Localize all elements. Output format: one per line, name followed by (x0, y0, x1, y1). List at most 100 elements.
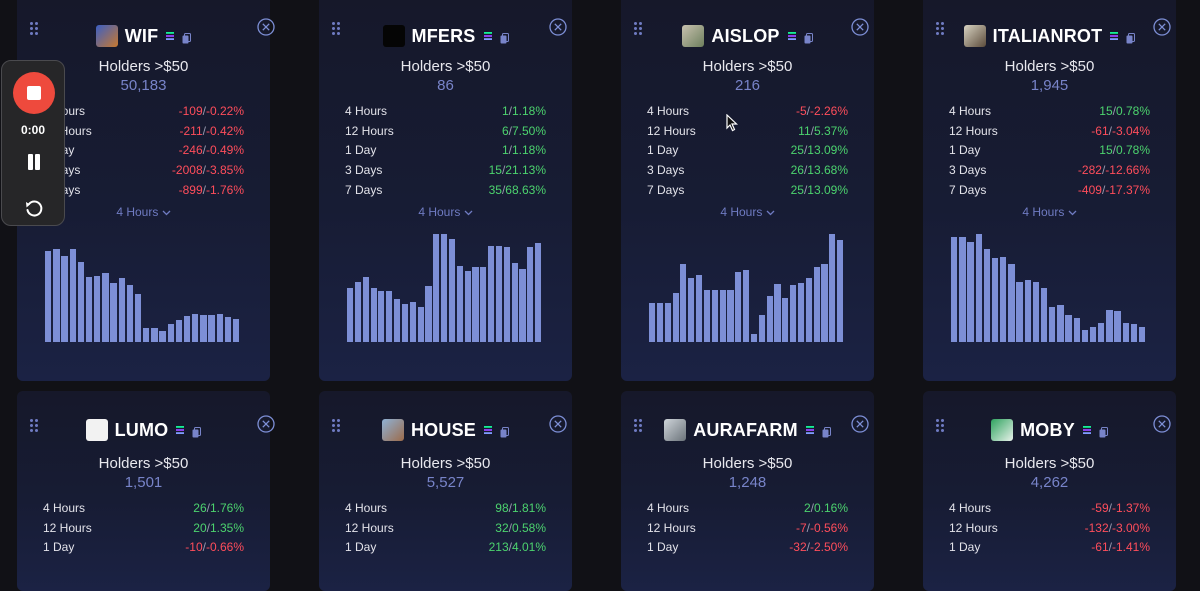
close-card-icon[interactable] (1153, 415, 1171, 433)
close-card-icon[interactable] (549, 415, 567, 433)
copy-address-icon[interactable] (500, 425, 509, 437)
stat-percent: -1.37% (1111, 501, 1150, 515)
chart-bar (208, 315, 215, 342)
stat-period-label: 1 Day (647, 143, 679, 158)
stat-change-value: 26/1.76% (193, 501, 244, 515)
close-card-icon[interactable] (851, 18, 869, 36)
drag-handle-icon[interactable] (332, 419, 342, 433)
stat-row: 4 Hours 2/0.16% (647, 501, 848, 517)
period-dropdown[interactable]: 4 Hours (923, 205, 1176, 219)
card-header: ITALIANROT (923, 25, 1176, 47)
stat-delta: -132 (1084, 520, 1109, 535)
stat-delta: -61 (1091, 123, 1109, 138)
chart-bar (448, 239, 456, 342)
close-card-icon[interactable] (851, 415, 869, 433)
period-selected-label: 4 Hours (1022, 205, 1065, 219)
chart-bar (519, 268, 526, 342)
stat-period-label: 4 Hours (949, 501, 992, 515)
copy-address-icon[interactable] (1099, 425, 1108, 437)
chart-bar (183, 316, 191, 342)
stat-period-label: 12 Hours (43, 520, 92, 535)
copy-address-icon[interactable] (500, 31, 509, 43)
period-dropdown[interactable]: 4 Hours (319, 205, 572, 219)
stat-separator: / (508, 123, 512, 138)
stat-percent: 13.09% (807, 143, 848, 158)
stat-separator: / (1112, 143, 1116, 158)
drag-handle-icon[interactable] (30, 22, 40, 36)
stat-row: 1 Day 25/13.09% (647, 143, 848, 159)
stat-row: 3 Days 26/13.68% (647, 163, 848, 179)
stat-period-label: 12 Hours (949, 520, 998, 535)
chevron-down-icon (460, 205, 473, 219)
stat-percent: 1.18% (511, 143, 546, 158)
card-header: WIF (17, 25, 270, 47)
chart-bar (143, 327, 150, 342)
drag-handle-icon[interactable] (332, 22, 342, 36)
drag-handle-icon[interactable] (634, 419, 644, 433)
chart-bar (1065, 315, 1072, 342)
stop-recording-button[interactable] (13, 72, 55, 114)
stat-change-value: 26/13.68% (791, 163, 848, 177)
stat-delta: -5 (795, 104, 807, 118)
restart-icon[interactable] (24, 199, 44, 219)
close-card-icon[interactable] (257, 415, 275, 433)
stat-percent: 68.63% (505, 182, 546, 197)
stat-separator: / (1108, 520, 1112, 535)
stat-change-value: 2/0.16% (804, 501, 848, 515)
pause-icon[interactable] (25, 153, 43, 171)
holders-bar-chart (649, 232, 845, 342)
stat-percent: -0.49% (205, 143, 244, 158)
token-card-mfers: MFERS Holders >$50 86 4 Hours 1/1.18% 12 Hour… (319, 0, 572, 381)
drag-handle-icon[interactable] (936, 22, 946, 36)
stat-percent: -1.76% (205, 182, 244, 197)
copy-address-icon[interactable] (1126, 31, 1136, 43)
token-name: AURAFARM (693, 419, 798, 440)
stat-percent: -0.66% (205, 540, 244, 555)
close-card-icon[interactable] (549, 18, 567, 36)
stat-row: 4 Hours 15/0.78% (949, 104, 1150, 120)
stat-delta: -246 (178, 143, 203, 158)
token-avatar-icon (95, 25, 118, 47)
chart-bar (362, 277, 369, 342)
close-card-icon[interactable] (257, 18, 275, 36)
card-header: HOUSE (319, 419, 572, 441)
chart-bar (1130, 323, 1138, 342)
close-card-icon[interactable] (1153, 18, 1171, 36)
drag-handle-icon[interactable] (936, 419, 946, 433)
holders-count: 50,183 (120, 77, 167, 94)
stat-percent: -17.37% (1105, 182, 1150, 197)
stat-delta: -59 (1091, 501, 1109, 515)
holders-count: 1,945 (1030, 77, 1069, 94)
drag-handle-icon[interactable] (634, 22, 644, 36)
chart-bar (495, 245, 503, 342)
stat-change-value: -899/-1.76% (179, 183, 244, 197)
drag-handle-icon[interactable] (30, 419, 40, 433)
period-dropdown[interactable]: 4 Hours (621, 205, 874, 219)
stat-period-label: 3 Days (647, 163, 685, 178)
chevron-down-icon (1064, 205, 1077, 219)
copy-address-icon[interactable] (192, 425, 202, 437)
chart-bar (1106, 309, 1113, 342)
stat-row: 1 Day 213/4.01% (345, 540, 546, 556)
stat-row: 3 Days -282/-12.66% (949, 163, 1150, 179)
stat-row: 4 Hours -59/-1.37% (949, 501, 1150, 517)
chart-bar (488, 245, 495, 342)
chart-bar (425, 285, 432, 342)
period-dropdown[interactable]: 4 Hours (17, 205, 270, 219)
chart-bar (480, 267, 487, 342)
copy-address-icon[interactable] (804, 31, 813, 43)
copy-address-icon[interactable] (822, 425, 831, 437)
chart-bar (967, 241, 974, 342)
copy-address-icon[interactable] (182, 31, 192, 43)
stat-period-label: 1 Day (647, 540, 679, 555)
chart-bar (1138, 326, 1146, 342)
chart-bar (441, 234, 448, 342)
holders-label: Holders >$50 (98, 455, 189, 472)
stat-change-value: 1/1.18% (502, 143, 546, 157)
stat-change-value: 6/7.50% (502, 124, 546, 138)
stat-row: 12 Hours -132/-3.00% (949, 521, 1150, 537)
token-name: HOUSE (410, 419, 476, 440)
stat-delta: -109 (178, 104, 203, 118)
chart-bar (711, 290, 718, 342)
holders-count: 5,527 (426, 474, 465, 491)
